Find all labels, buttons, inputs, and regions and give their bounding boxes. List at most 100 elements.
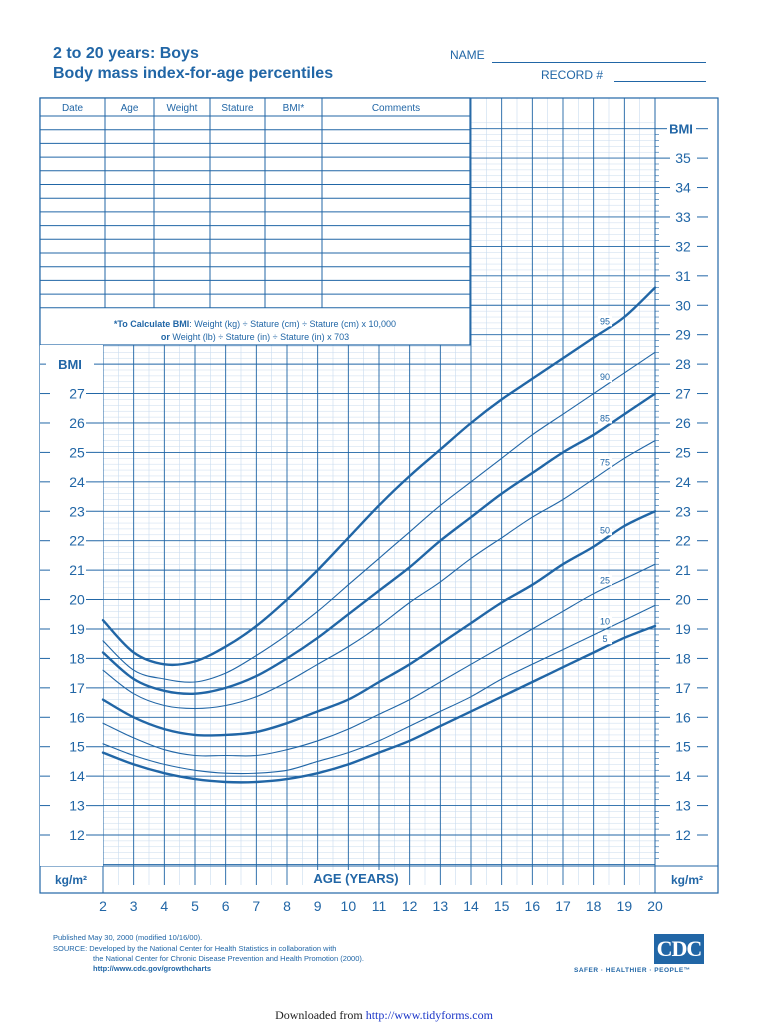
table-cell[interactable] [211,158,264,170]
table-cell[interactable] [211,131,264,143]
table-cell[interactable] [323,295,469,307]
table-cell[interactable] [323,268,469,280]
table-cell[interactable] [106,213,153,225]
table-cell[interactable] [323,186,469,198]
x-tick-label: 11 [372,898,387,914]
table-cell[interactable] [211,254,264,266]
table-cell[interactable] [211,117,264,129]
table-cell[interactable] [323,199,469,211]
table-cell[interactable] [323,254,469,266]
table-cell[interactable] [155,131,209,143]
tidyforms-link[interactable]: http://www.tidyforms.com [365,1008,493,1022]
table-cell[interactable] [106,199,153,211]
table-cell[interactable] [266,240,321,252]
table-cell[interactable] [41,186,104,198]
table-cell[interactable] [155,199,209,211]
table-cell[interactable] [106,295,153,307]
name-field[interactable] [492,62,706,63]
table-cell[interactable] [266,268,321,280]
table-cell[interactable] [266,172,321,184]
table-cell[interactable] [266,117,321,129]
table-cell[interactable] [211,172,264,184]
table-cell[interactable] [155,186,209,198]
table-cell[interactable] [41,117,104,129]
y-tick-label-left: 21 [69,562,85,578]
table-cell[interactable] [323,131,469,143]
table-cell[interactable] [323,227,469,239]
table-cell[interactable] [155,227,209,239]
table-cell[interactable] [266,186,321,198]
y-tick-label-left: 22 [69,533,85,549]
table-cell[interactable] [211,295,264,307]
y-tick-label-right: 29 [675,327,691,343]
table-cell[interactable] [323,158,469,170]
table-cell[interactable] [155,268,209,280]
table-cell[interactable] [106,131,153,143]
table-cell[interactable] [266,213,321,225]
unit-label-right: kg/m² [671,873,703,887]
table-cell[interactable] [155,254,209,266]
table-cell[interactable] [155,281,209,293]
table-cell[interactable] [323,281,469,293]
table-cell[interactable] [106,227,153,239]
table-cell[interactable] [41,227,104,239]
table-cell[interactable] [266,199,321,211]
table-cell[interactable] [41,213,104,225]
table-cell[interactable] [155,240,209,252]
table-cell[interactable] [266,158,321,170]
y-tick-label-right: 27 [675,386,691,402]
table-cell[interactable] [41,268,104,280]
percentile-curves: 95 90 85 75 50 25 10 5 [101,286,657,784]
table-cell[interactable] [323,144,469,156]
table-cell[interactable] [211,227,264,239]
table-cell[interactable] [211,281,264,293]
table-cell[interactable] [106,186,153,198]
table-cell[interactable] [41,199,104,211]
y-tick-label-right: 28 [675,356,691,372]
table-cell[interactable] [106,240,153,252]
record-number-field[interactable] [614,81,706,82]
table-cell[interactable] [106,144,153,156]
table-cell[interactable] [106,281,153,293]
table-cell[interactable] [41,131,104,143]
table-header-cell: Age [121,103,139,114]
table-cell[interactable] [211,213,264,225]
table-cell[interactable] [266,227,321,239]
table-cell[interactable] [266,295,321,307]
table-cell[interactable] [266,281,321,293]
table-cell[interactable] [155,158,209,170]
table-cell[interactable] [155,295,209,307]
table-cell[interactable] [323,117,469,129]
table-cell[interactable] [211,144,264,156]
table-cell[interactable] [323,213,469,225]
table-cell[interactable] [155,144,209,156]
table-cell[interactable] [323,240,469,252]
table-cell[interactable] [106,268,153,280]
table-cell[interactable] [41,158,104,170]
table-cell[interactable] [266,144,321,156]
table-cell[interactable] [41,240,104,252]
table-cell[interactable] [211,199,264,211]
table-header-cell: Weight [167,103,198,114]
table-cell[interactable] [155,117,209,129]
table-cell[interactable] [323,172,469,184]
table-cell[interactable] [211,268,264,280]
table-cell[interactable] [41,254,104,266]
table-cell[interactable] [41,172,104,184]
table-cell[interactable] [155,213,209,225]
table-cell[interactable] [266,131,321,143]
table-cell[interactable] [106,172,153,184]
percentile-curve-90 [102,351,656,683]
table-cell[interactable] [155,172,209,184]
table-cell[interactable] [266,254,321,266]
table-cell[interactable] [211,240,264,252]
table-cell[interactable] [106,117,153,129]
table-cell[interactable] [106,254,153,266]
table-cell[interactable] [41,281,104,293]
cdc-url[interactable]: http://www.cdc.gov/growthcharts [93,964,212,973]
table-cell[interactable] [106,158,153,170]
y-tick-label-right: 22 [675,533,691,549]
table-cell[interactable] [211,186,264,198]
table-cell[interactable] [41,295,104,307]
table-cell[interactable] [41,144,104,156]
